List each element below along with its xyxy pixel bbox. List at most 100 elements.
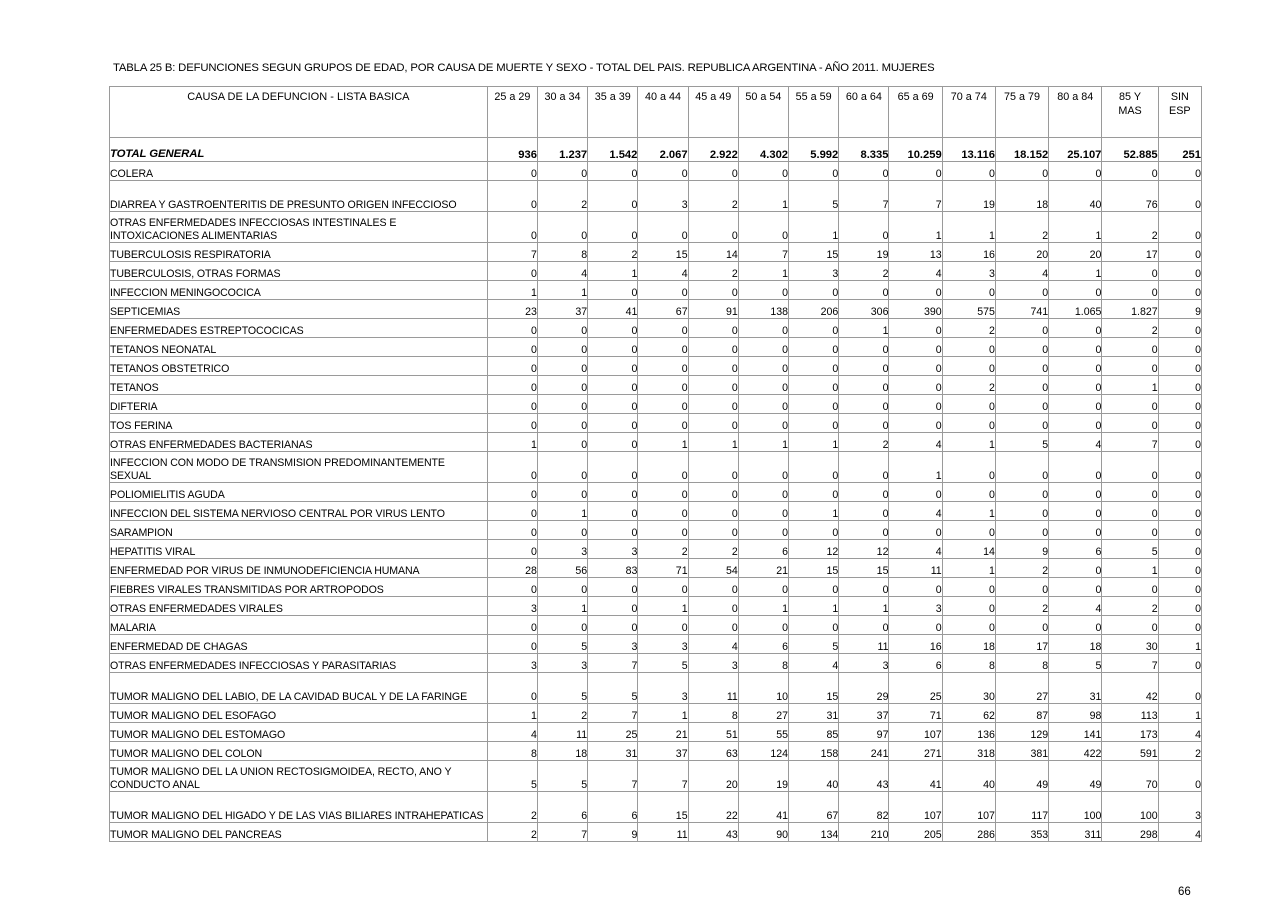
column-header-line1: 85 Y	[1119, 91, 1142, 103]
cell-value: 100	[1048, 791, 1103, 823]
cell-value: 0	[486, 394, 538, 414]
cell-value: 0	[536, 161, 589, 181]
cell-value: 0	[1157, 451, 1203, 483]
cell-value: 0	[788, 318, 840, 338]
cell-value: 1	[941, 211, 996, 243]
cell-value: 0	[486, 482, 538, 502]
cell-value: 0	[941, 337, 996, 357]
cell-value: 0	[1157, 653, 1203, 673]
cause-label: ENFERMEDADES ESTREPTOCOCICAS	[109, 318, 488, 338]
table-row: FIEBRES VIRALES TRANSMITIDAS POR ARTROPO…	[109, 577, 1203, 597]
cell-value: 2	[941, 318, 996, 338]
cell-value: 0	[637, 337, 689, 357]
cause-label: ENFERMEDAD DE CHAGAS	[109, 634, 488, 654]
cell-value: 1.827	[1101, 299, 1159, 319]
cell-value: 7	[587, 703, 639, 723]
cell-value: 0	[536, 413, 589, 433]
cell-value: 318	[941, 741, 996, 761]
cell-value: 8	[687, 703, 739, 723]
cell-value: 3	[788, 261, 840, 281]
cell-value: 0	[888, 482, 943, 502]
column-header-line1: 75 a 79	[1004, 91, 1041, 103]
cell-value: 0	[737, 577, 790, 597]
cell-value: 1	[587, 261, 639, 281]
cell-value: 49	[994, 760, 1050, 792]
cell-value: 1	[941, 432, 996, 452]
cell-value: 7	[587, 653, 639, 673]
cell-value: 0	[536, 482, 589, 502]
cell-value: 0	[486, 356, 538, 376]
cell-value: 0	[637, 451, 689, 483]
cell-value: 2	[687, 261, 739, 281]
cell-value: 0	[587, 161, 639, 181]
cause-label: FIEBRES VIRALES TRANSMITIDAS POR ARTROPO…	[109, 577, 488, 597]
cell-value: 97	[838, 722, 890, 742]
cell-value: 241	[838, 741, 890, 761]
cell-value: 11	[838, 634, 890, 654]
cell-value: 0	[486, 634, 538, 654]
cause-label: HEPATITIS VIRAL	[109, 539, 488, 559]
cell-value: 0	[637, 482, 689, 502]
cell-value: 4	[888, 501, 943, 521]
table-row: TETANOS NEONATAL 0 0 0 0 0 0 0 0 0 0 0 0 0 0	[109, 337, 1203, 357]
cell-value: 2	[486, 822, 538, 842]
cell-value: 0	[888, 394, 943, 414]
cell-value: 83	[587, 558, 639, 578]
cell-value: 0	[941, 356, 996, 376]
column-header-line1: 30 a 34	[544, 91, 581, 103]
cell-value: 0	[838, 501, 890, 521]
cell-value: 0	[1157, 501, 1203, 521]
cell-value: 11	[687, 672, 739, 704]
cell-value: 0	[486, 375, 538, 395]
cell-value: 0	[536, 318, 589, 338]
cell-value: 0	[1157, 482, 1203, 502]
cell-value: 0	[1157, 337, 1203, 357]
cell-value: 2	[1101, 318, 1159, 338]
table-row: INFECCION MENINGOCOCICA 1 1 0 0 0 0 0 0 0 0 0 0 0 0	[109, 280, 1203, 300]
cell-value: 40	[788, 760, 840, 792]
cell-value: 3	[1157, 791, 1203, 823]
table-row: TUMOR MALIGNO DEL ESOFAGO 1 2 7 1 8 27 31 37 71 62…	[109, 703, 1203, 723]
cell-value: 0	[637, 161, 689, 181]
cell-value: 4	[536, 261, 589, 281]
cell-value: 4	[1157, 822, 1203, 842]
cell-value: 0	[687, 615, 739, 635]
cell-value: 0	[486, 337, 538, 357]
cell-value: 52.885	[1101, 137, 1159, 162]
cell-value: 0	[637, 615, 689, 635]
table-row: TUBERCULOSIS, OTRAS FORMAS 0 4 1 4 2 1 3 2 4 3 4 1 0 0	[109, 261, 1203, 281]
cell-value: 37	[838, 703, 890, 723]
column-header-line2: ESP	[1169, 104, 1191, 117]
table-row: INFECCION DEL SISTEMA NERVIOSO CENTRAL P…	[109, 501, 1203, 521]
cell-value: 0	[1048, 356, 1103, 376]
cell-value: 0	[1048, 375, 1103, 395]
cell-value: 575	[941, 299, 996, 319]
cell-value: 5	[788, 180, 840, 212]
table-row: HEPATITIS VIRAL 0 3 3 2 2 6 12 12 4 14 9 6 5 0	[109, 539, 1203, 559]
cell-value: 0	[587, 375, 639, 395]
cell-value: 0	[838, 482, 890, 502]
cause-label: POLIOMIELITIS AGUDA	[109, 482, 488, 502]
cell-value: 3	[888, 596, 943, 616]
table-row: TUMOR MALIGNO DEL LABIO, DE LA CAVIDAD B…	[109, 672, 1203, 704]
cell-value: 1	[536, 280, 589, 300]
cell-value: 0	[1101, 337, 1159, 357]
cause-label: TUMOR MALIGNO DEL PANCREAS	[109, 822, 488, 842]
cause-label: INFECCION DEL SISTEMA NERVIOSO CENTRAL P…	[109, 501, 488, 521]
cell-value: 1	[941, 558, 996, 578]
page-number: 66	[1178, 886, 1191, 898]
cell-value: 138	[737, 299, 790, 319]
cell-value: 17	[994, 634, 1050, 654]
cell-value: 0	[788, 482, 840, 502]
cell-value: 0	[788, 280, 840, 300]
cell-value: 0	[994, 318, 1050, 338]
cell-value: 0	[1157, 432, 1203, 452]
cell-value: 0	[637, 211, 689, 243]
cell-value: 0	[941, 482, 996, 502]
cell-value: 206	[788, 299, 840, 319]
cell-value: 0	[1048, 394, 1103, 414]
cell-value: 0	[1048, 280, 1103, 300]
cell-value: 0	[587, 413, 639, 433]
cell-value: 0	[1101, 394, 1159, 414]
cell-value: 0	[788, 577, 840, 597]
